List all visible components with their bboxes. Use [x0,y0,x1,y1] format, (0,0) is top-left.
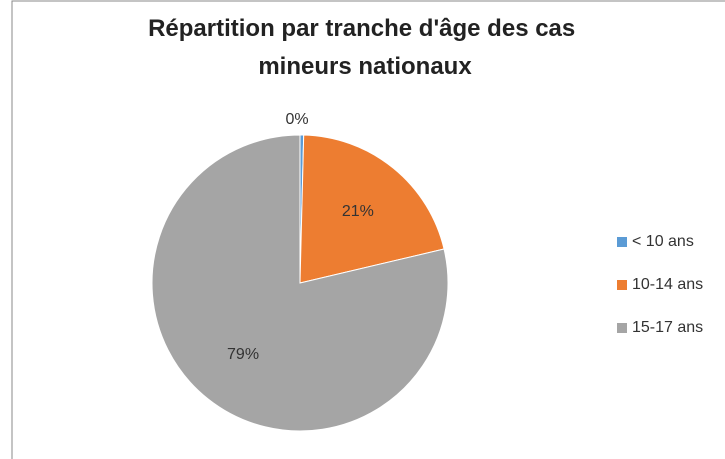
pie-slice [299,134,445,284]
title-line: mineurs nationaux [258,53,472,80]
legend-swatch [617,323,627,333]
title-line: Répartition par tranche d'âge des cas [148,15,575,42]
legend-label: 15-17 ans [632,319,703,336]
data-label: 79% [227,346,259,363]
data-label: 21% [342,203,374,220]
pie-slice [151,134,449,432]
chart-title: Répartition par tranche d'âge des cas mi… [148,15,582,80]
legend-swatch [617,237,627,247]
legend-swatch [617,280,627,290]
legend-label: < 10 ans [632,233,694,250]
legend-label: 10-14 ans [632,276,703,293]
data-label: 0% [285,111,308,128]
